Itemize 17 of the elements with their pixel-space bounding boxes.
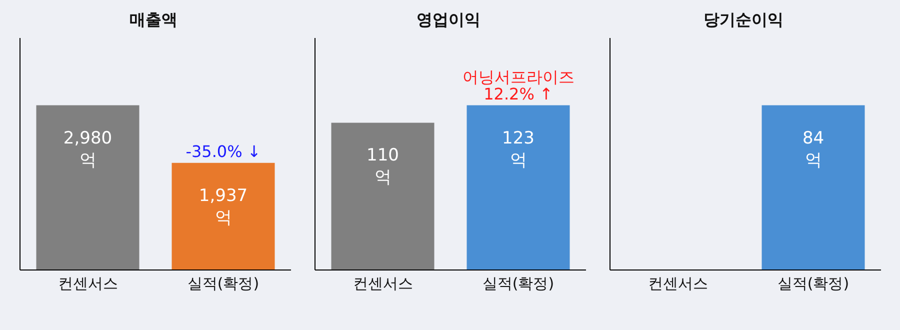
data-label: 110 억 <box>366 146 399 188</box>
text: 12.2% ↑ <box>484 84 553 104</box>
text: 어닝서프라이즈 <box>462 67 574 86</box>
chart-title: 매출액 <box>128 10 178 31</box>
data-label: 1,937 억 <box>198 186 248 228</box>
data-label: 84 억 <box>802 128 824 170</box>
data-label: 2,980 억 <box>63 128 112 170</box>
x-tick-label: 컨센서스 <box>648 274 708 293</box>
x-tick-label: 실적(확정) <box>482 274 554 293</box>
chart-title: 영업이익 <box>416 10 482 31</box>
x-tick-label: 컨센서스 <box>352 274 413 293</box>
x-tick-label: 컨센서스 <box>58 274 118 293</box>
x-tick-label: 실적(확정) <box>187 274 260 293</box>
data-label: 123 억 <box>502 128 534 170</box>
annotation: -35.0% ↓ <box>186 142 261 161</box>
chart-title: 당기순이익 <box>702 10 784 31</box>
x-tick-label: 실적(확정) <box>777 274 850 293</box>
